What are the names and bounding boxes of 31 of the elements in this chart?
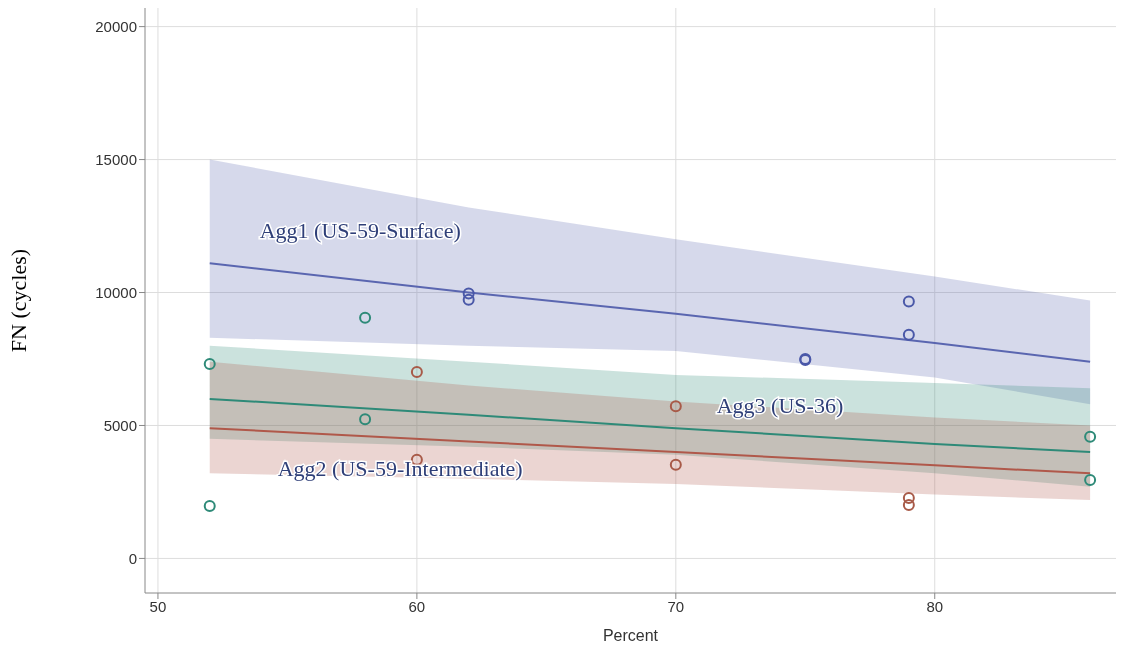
line-series bbox=[208, 397, 1092, 454]
point bbox=[410, 366, 423, 379]
y-axis-title: FN (cycles) bbox=[5, 248, 31, 353]
point bbox=[902, 328, 915, 341]
point bbox=[902, 498, 915, 511]
point bbox=[359, 413, 372, 426]
series-label: Agg2 (US-59-Intermediate) bbox=[277, 456, 523, 482]
point bbox=[462, 293, 475, 306]
x-axis-title: Percent bbox=[602, 627, 659, 644]
line-series bbox=[208, 262, 1092, 363]
series-label: Agg3 (US-36) bbox=[716, 393, 844, 419]
point bbox=[669, 458, 682, 471]
y-tick-label: 5000 bbox=[103, 416, 137, 434]
point bbox=[1084, 430, 1097, 443]
x-tick-label: 80 bbox=[926, 597, 944, 615]
y-tick-label: 15000 bbox=[95, 150, 137, 168]
point bbox=[203, 358, 216, 371]
x-tick-label: 50 bbox=[149, 597, 167, 615]
point bbox=[203, 500, 216, 513]
y-tick-label: 20000 bbox=[95, 17, 137, 35]
point bbox=[1084, 473, 1097, 486]
point bbox=[669, 400, 682, 413]
y-tick-label: 0 bbox=[128, 549, 137, 567]
point bbox=[462, 287, 475, 300]
point bbox=[359, 311, 372, 324]
point bbox=[902, 492, 915, 505]
y-tick-label: 10000 bbox=[95, 283, 137, 301]
x-tick-label: 70 bbox=[667, 597, 685, 615]
point bbox=[902, 295, 915, 308]
series-label: Agg1 (US-59-Surface) bbox=[259, 218, 461, 244]
x-tick-label: 60 bbox=[408, 597, 426, 615]
